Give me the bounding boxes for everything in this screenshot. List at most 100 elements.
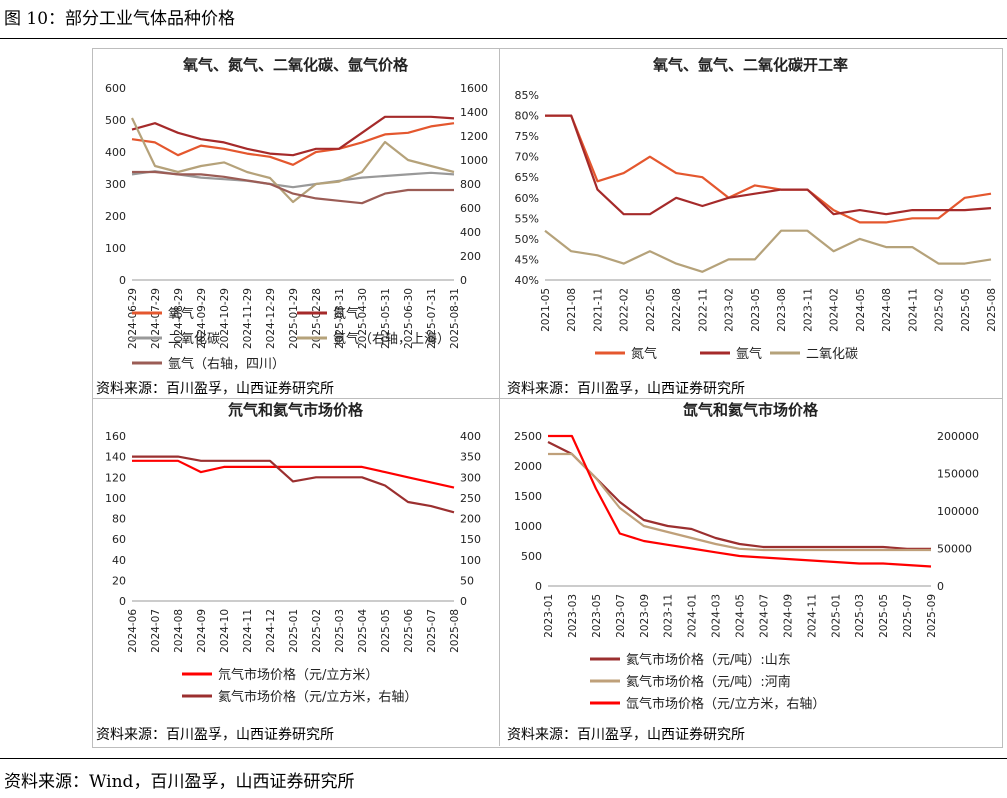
bottom-rule: [0, 758, 1007, 759]
y2-tick-label: 600: [460, 202, 481, 215]
x-tick-label: 2022-05: [645, 288, 657, 332]
x-tick-label: 2024-12: [265, 609, 277, 653]
chart-panel-3: 氘气和氦气市场价格 0 20 40 60 80 100 120 140 160 0 50 100 150 2…: [92, 399, 499, 746]
x-tick-label: 2024-11: [806, 594, 818, 638]
y2-tick-label: 50: [460, 574, 474, 587]
y-tick-label: 1000: [514, 520, 542, 533]
x-tick-label: 2024-09: [782, 594, 794, 638]
x-tick-label: 2025-07-31: [426, 288, 438, 349]
x-tick-label: 2022-02: [619, 288, 631, 332]
y-tick-label: 2000: [514, 460, 542, 473]
y2-tick-label: 1400: [460, 106, 488, 119]
x-tick-label: 2024-06-29: [127, 288, 139, 349]
y-tick-label: 140: [105, 451, 126, 464]
y2-tick-label: 0: [460, 595, 467, 608]
y-tick-label: 80: [112, 513, 126, 526]
x-tick-label: 2025-08: [449, 609, 461, 653]
y-tick-label: 120: [105, 471, 126, 484]
x-tick-label: 2024-12-29: [265, 288, 277, 349]
chart-title: 氧气、氮气、二氧化碳、氩气价格: [182, 56, 409, 74]
x-tick-label: 2025-05: [380, 609, 392, 653]
legend-label: 二氧化碳: [806, 347, 858, 362]
legend-label: 氘气市场价格（元/立方米）: [218, 667, 378, 683]
legend-label: 氙气市场价格（元/立方米，右轴）: [626, 696, 825, 712]
source-note-1: 资料来源：百川盈孚，山西证券研究所: [96, 381, 334, 397]
figure-title: 图 10：部分工业气体品种价格: [4, 9, 236, 29]
series-line-1: [545, 114, 992, 224]
x-tick-label: 2024-05: [735, 594, 747, 638]
series-line-3: [548, 434, 932, 568]
x-tick-label: 2024-07-29: [150, 288, 162, 349]
footer-source: 资料来源：Wind，百川盈孚，山西证券研究所: [4, 772, 355, 792]
series-line-2: [132, 455, 455, 514]
series-line-2: [131, 115, 455, 157]
x-tick-label: 2024-10-29: [219, 288, 231, 349]
x-tick-label: 2025-05-31: [380, 288, 392, 349]
series-line-2: [545, 114, 992, 216]
x-tick-label: 2025-02: [934, 288, 946, 332]
y2-tick-label: 1200: [460, 130, 488, 143]
y-tick-label: 0: [119, 274, 126, 287]
x-tick-label: 2025-03: [854, 594, 866, 638]
x-tick-label: 2025-01: [830, 594, 842, 638]
x-tick-label: 2023-01: [543, 594, 555, 638]
x-tick-label: 2025-01-29: [288, 288, 300, 349]
legend-label: 氮气: [631, 346, 657, 362]
y-tick-label: 20: [112, 574, 126, 587]
x-tick-label: 2021-05: [540, 288, 552, 332]
x-tick-label: 2025-04: [357, 609, 369, 653]
y2-tick-label: 300: [460, 471, 481, 484]
y-tick-label: 300: [105, 178, 126, 191]
source-note-2: 资料来源：百川盈孚，山西证券研究所: [507, 381, 745, 397]
x-tick-label: 2024-06: [127, 609, 139, 653]
y-tick-label: 40: [112, 554, 126, 567]
y-tick-label: 160: [105, 430, 126, 443]
legend-label: 氮气: [333, 306, 359, 322]
y-tick-label: 65%: [515, 171, 539, 184]
chart-panel-1: 氧气、氮气、二氧化碳、氩气价格 0 100 200 300 400 500 600 0 200 40…: [92, 48, 499, 398]
top-rule: [0, 38, 1007, 39]
y-tick-label: 0: [119, 595, 126, 608]
y-tick-label: 2500: [514, 430, 542, 443]
source-note-3: 资料来源：百川盈孚，山西证券研究所: [96, 727, 334, 743]
y2-tick-label: 150000: [937, 468, 979, 481]
x-tick-label: 2024-09: [196, 609, 208, 653]
panel-divider-v: [499, 48, 500, 746]
x-tick-label: 2025-02-28: [311, 288, 323, 349]
x-tick-label: 2021-11: [592, 288, 604, 332]
x-tick-label: 2025-07: [902, 594, 914, 638]
y-tick-label: 400: [105, 146, 126, 159]
x-tick-label: 2024-11: [907, 288, 919, 332]
x-tick-label: 2025-04-30: [357, 288, 369, 349]
x-tick-label: 2025-09: [926, 594, 938, 638]
y-tick-label: 50%: [515, 233, 539, 246]
legend-label: 氦气市场价格（元/立方米，右轴）: [218, 689, 417, 705]
y-tick-label: 1500: [514, 490, 542, 503]
y2-tick-label: 350: [460, 451, 481, 464]
y-tick-label: 0: [535, 580, 542, 593]
series-line-3: [544, 229, 992, 273]
x-tick-label: 2025-08-31: [449, 288, 461, 349]
y-tick-label: 500: [105, 114, 126, 127]
y2-tick-label: 1600: [460, 82, 488, 95]
legend-label: 氦气市场价格（元/吨）:山东: [626, 652, 791, 668]
legend-label: 氩气: [736, 346, 762, 362]
y2-tick-label: 50000: [937, 543, 972, 556]
x-tick-label: 2024-08: [881, 288, 893, 332]
x-tick-label: 2023-05: [750, 288, 762, 332]
y-tick-label: 600: [105, 82, 126, 95]
chart-title: 氘气和氦气市场价格: [228, 401, 364, 419]
x-tick-label: 2024-09-29: [196, 288, 208, 349]
y2-tick-label: 200: [460, 513, 481, 526]
x-tick-label: 2023-11: [663, 594, 675, 638]
x-tick-label: 2023-03: [567, 594, 579, 638]
series-line-1: [131, 122, 455, 166]
x-tick-label: 2025-03-31: [334, 288, 346, 349]
y2-tick-label: 200000: [937, 430, 979, 443]
y-tick-label: 60%: [515, 192, 539, 205]
x-tick-label: 2023-09: [639, 594, 651, 638]
series-line-2: [548, 452, 931, 552]
y-tick-label: 100: [105, 492, 126, 505]
y-tick-label: 85%: [515, 89, 539, 102]
x-tick-label: 2024-02: [829, 288, 841, 332]
